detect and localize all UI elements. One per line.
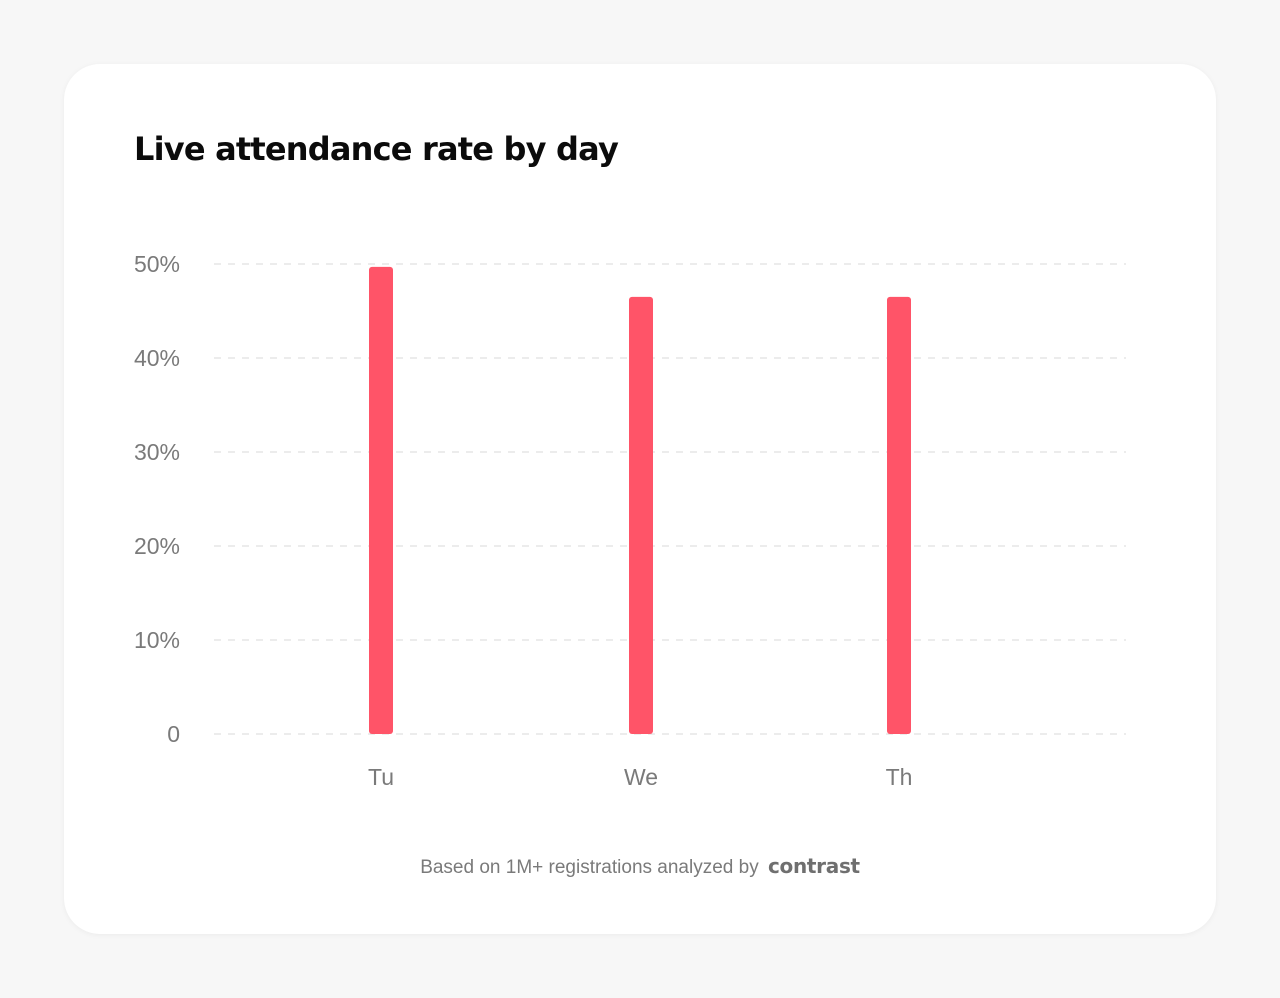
y-tick-label: 0 (167, 721, 180, 747)
contrast-logo: contrast (767, 854, 860, 878)
y-axis-ticks: 0 10% 20% 30% 40% 50% (134, 251, 180, 747)
x-tick-label: We (624, 764, 658, 790)
x-tick-label: Th (886, 764, 913, 790)
footer-text: Based on 1M+ registrations analyzed by (420, 857, 759, 878)
x-tick-label: Tu (368, 764, 394, 790)
y-tick-label: 40% (134, 345, 180, 371)
grid-lines (214, 263, 1126, 735)
bar-chart: 0 10% 20% 30% 40% 50% Tu We Th (134, 251, 1126, 790)
bar-th (887, 296, 911, 734)
bar-tu (369, 266, 393, 734)
footer-note: Based on 1M+ registrations analyzed by c… (64, 854, 1216, 879)
bar-we (629, 296, 653, 734)
chart-card: Live attendance rate by day 0 10% 20% 30% 40… (64, 64, 1216, 934)
y-tick-label: 50% (134, 251, 180, 277)
y-tick-label: 20% (134, 533, 180, 559)
y-tick-label: 10% (134, 627, 180, 653)
bars (369, 266, 911, 734)
chart-title: Live attendance rate by day (134, 130, 619, 168)
x-axis-ticks: Tu We Th (368, 764, 912, 790)
y-tick-label: 30% (134, 439, 180, 465)
